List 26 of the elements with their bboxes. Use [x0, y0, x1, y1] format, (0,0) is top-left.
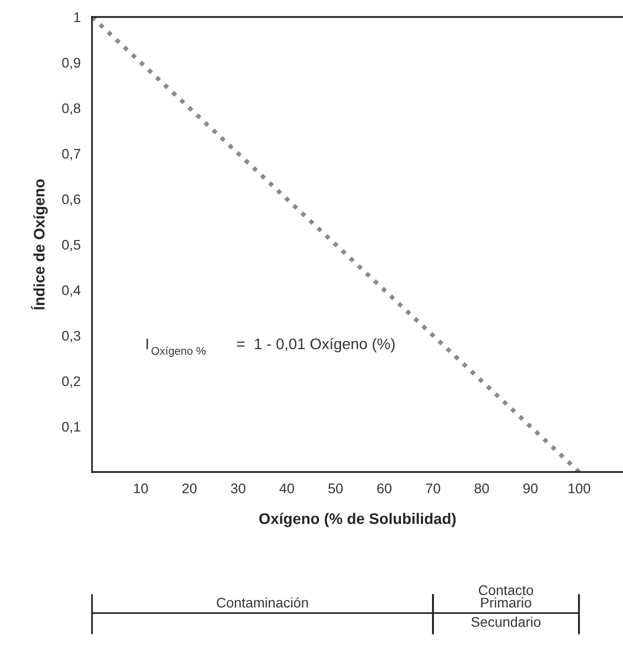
x-tick-label: 20	[182, 483, 197, 494]
y-tick-label: 0,7	[62, 148, 80, 160]
x-tick-label: 70	[426, 483, 440, 494]
x-tick-label: 60	[377, 483, 392, 494]
y-tick-label: 0,1	[62, 422, 80, 434]
y-axis-title: Índice de Oxígeno	[30, 179, 48, 310]
x-tick-label: 10	[134, 483, 148, 494]
y-tick-label: 0,6	[62, 194, 80, 206]
y-tick-label: 1	[74, 12, 80, 22]
y-tick-label: 0,8	[62, 103, 80, 115]
x-tick-label: 90	[523, 483, 538, 494]
x-tick-label: 100	[568, 483, 590, 494]
x-tick-label: 30	[230, 483, 246, 494]
y-tick-label: 0,5	[62, 240, 80, 252]
x-tick-label: 40	[279, 483, 294, 494]
y-tick-label: 0,2	[62, 376, 80, 388]
text: Contaminación	[216, 597, 308, 608]
x-tick-label: 80	[474, 483, 489, 494]
text: Secundario	[471, 616, 540, 627]
y-tick-label: 0,9	[62, 58, 80, 70]
text: IOxígeno % = 1 - 0,01 Oxígeno (%)	[146, 338, 395, 358]
y-tick-label: 0,3	[62, 330, 80, 342]
x-axis-title: Oxígeno (% de Solubilidad)	[259, 512, 456, 528]
text: Contacto Primario	[478, 585, 534, 608]
y-tick-label: 0,4	[62, 285, 80, 297]
x-tick-label: 50	[328, 483, 343, 494]
